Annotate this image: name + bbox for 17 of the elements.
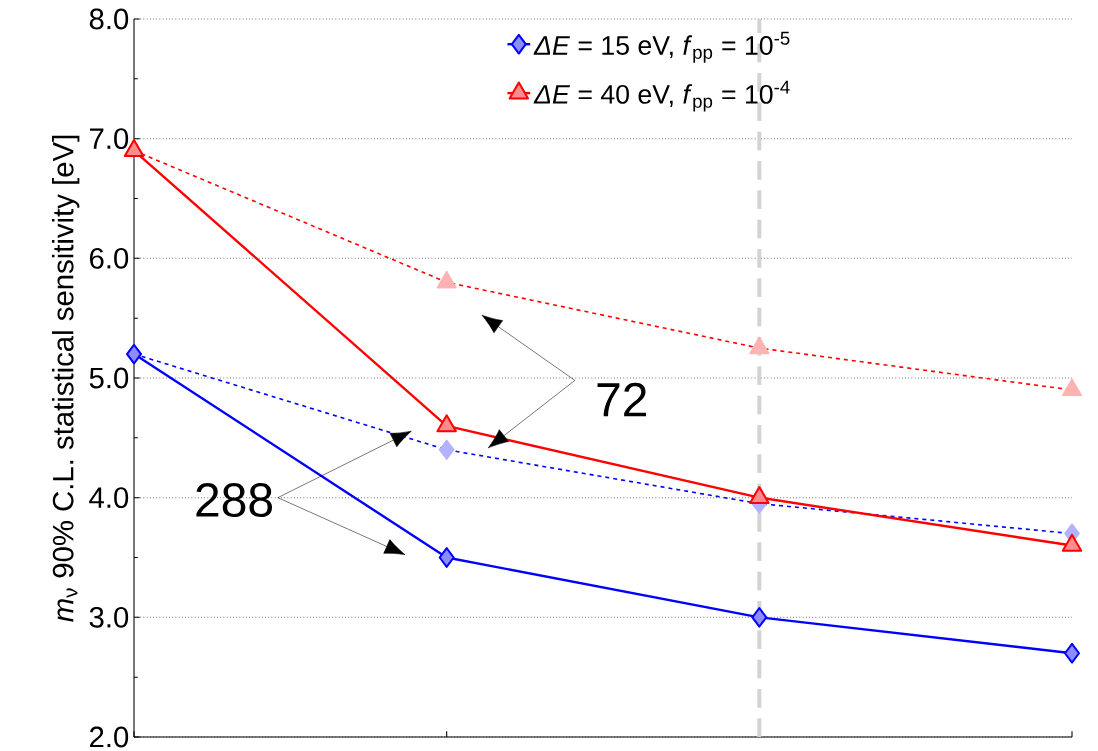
y-tick-label: 5.0: [89, 367, 129, 389]
y-tick-label: 6.0: [90, 247, 129, 269]
point: [436, 414, 457, 433]
point: [751, 607, 768, 628]
y-tick-label: 2.0: [90, 726, 129, 748]
legend-label: ΔE = 40 eV, f$_{pp}$ = 10$^{-4}$: [533, 80, 790, 112]
y-tick-label: 3.0: [89, 606, 129, 628]
legend-label: ΔE = 15 eV, f$_{pp}$ = 10$^{-5}$: [533, 31, 790, 63]
point: [1064, 642, 1080, 664]
y-tick-label: 4.0: [89, 487, 129, 509]
y-tick-label: 7.0: [90, 128, 129, 150]
y-tick-label: 8.0: [89, 8, 129, 30]
y-axis-title: m$_{ν}$ 90% C.L. statistical sensitivity [eV]: [52, 135, 80, 622]
point: [438, 547, 455, 568]
annotation: 288: [196, 483, 272, 518]
point: [749, 486, 770, 504]
annotation: 72: [597, 382, 647, 417]
